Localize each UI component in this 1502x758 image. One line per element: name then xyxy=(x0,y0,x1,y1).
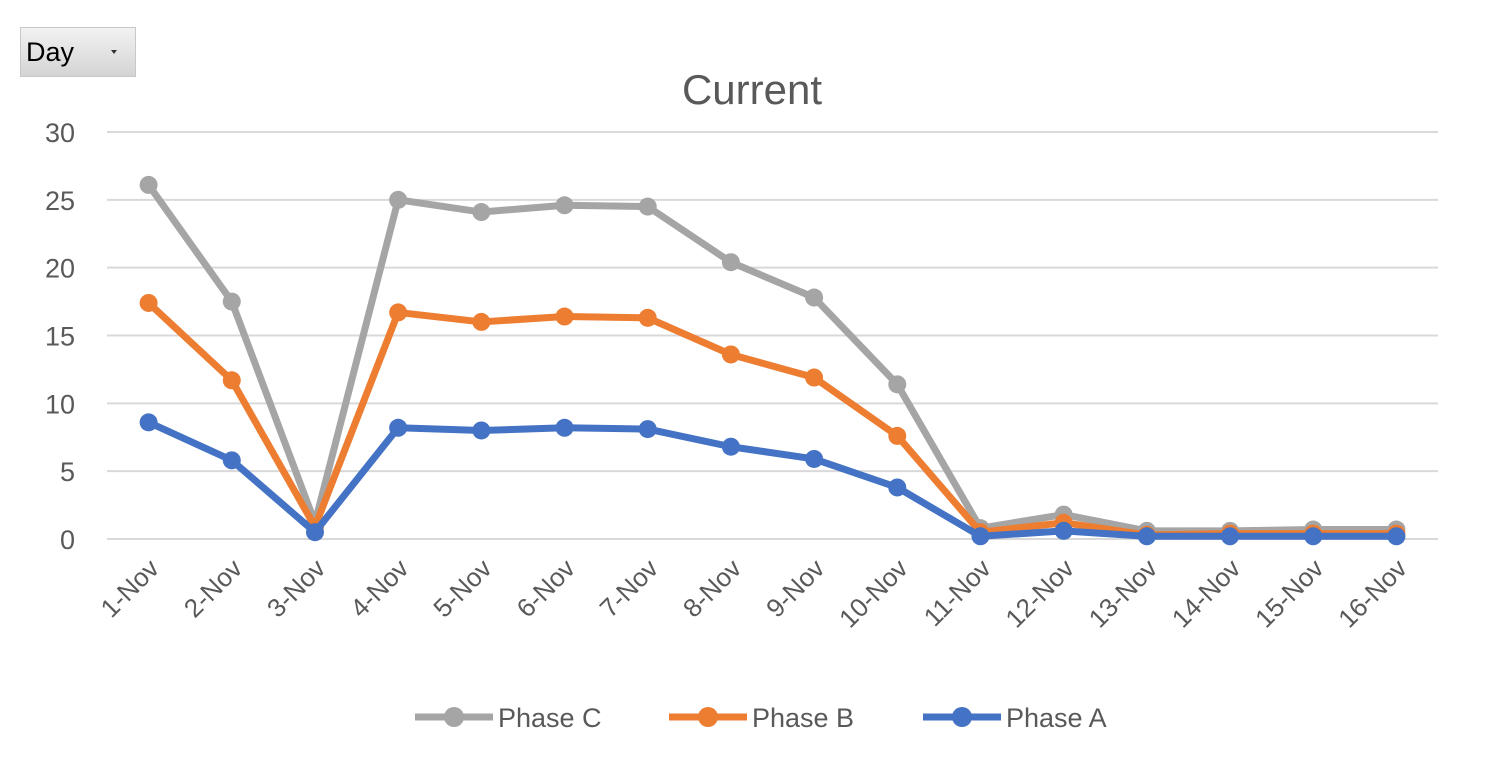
data-point xyxy=(222,451,241,470)
data-point xyxy=(888,375,907,394)
x-axis-labels: 1-Nov 2-Nov 3-Nov 4-Nov 5-Nov 6-Nov 7-Nov 8-Nov… xyxy=(95,553,1413,633)
data-point xyxy=(139,293,158,312)
data-point xyxy=(389,190,408,209)
legend-label: Phase A xyxy=(1006,703,1107,733)
legend: Phase C Phase B Phase A xyxy=(415,703,1107,733)
data-point xyxy=(888,478,907,497)
day-filter-label: Day xyxy=(26,36,75,67)
data-point xyxy=(971,527,990,546)
data-point xyxy=(888,426,907,445)
y-axis-labels: 0 5 10 15 20 25 30 xyxy=(45,118,75,555)
data-point xyxy=(222,371,241,390)
data-point xyxy=(305,523,324,542)
y-tick-label: 15 xyxy=(45,322,75,352)
x-tick-label: 14-Nov xyxy=(1166,553,1246,633)
y-tick-label: 25 xyxy=(45,186,75,216)
chart-title: Current xyxy=(682,66,822,113)
y-tick-label: 30 xyxy=(45,118,75,148)
data-point xyxy=(1054,521,1073,540)
x-tick-label: 5-Nov xyxy=(427,553,497,623)
data-point xyxy=(638,420,657,439)
x-tick-label: 11-Nov xyxy=(918,553,997,632)
x-tick-label: 6-Nov xyxy=(511,553,581,623)
data-point xyxy=(638,197,657,216)
data-point xyxy=(472,203,491,222)
data-point xyxy=(1304,527,1323,546)
data-point xyxy=(389,418,408,437)
y-tick-label: 0 xyxy=(60,525,75,555)
legend-item: Phase A xyxy=(923,703,1107,733)
legend-item: Phase B xyxy=(669,703,854,733)
series-line xyxy=(145,299,1400,539)
series-phase-b xyxy=(139,293,1406,544)
legend-marker xyxy=(698,707,718,727)
series-phase-a xyxy=(139,413,1406,546)
day-filter-button[interactable]: Day xyxy=(20,27,136,77)
data-point xyxy=(805,368,824,387)
x-tick-label: 1-Nov xyxy=(95,553,165,623)
legend-label: Phase B xyxy=(752,703,854,733)
data-point xyxy=(139,413,158,432)
data-point xyxy=(555,196,574,215)
y-tick-label: 5 xyxy=(60,457,75,487)
data-point xyxy=(721,345,740,364)
series-line xyxy=(145,418,1400,540)
data-point xyxy=(638,308,657,327)
x-tick-label: 12-Nov xyxy=(999,553,1079,633)
y-tick-label: 20 xyxy=(45,254,75,284)
legend-marker xyxy=(444,707,464,727)
x-tick-label: 16-Nov xyxy=(1332,553,1412,633)
data-point xyxy=(389,303,408,322)
gridlines xyxy=(107,131,1438,540)
data-point xyxy=(1221,527,1240,546)
data-point xyxy=(721,253,740,272)
x-tick-label: 3-Nov xyxy=(261,553,331,623)
x-tick-label: 4-Nov xyxy=(344,553,414,623)
x-tick-label: 9-Nov xyxy=(760,553,830,623)
x-tick-label: 13-Nov xyxy=(1083,553,1163,633)
data-point xyxy=(1387,527,1406,546)
data-point xyxy=(222,292,241,311)
data-point xyxy=(555,307,574,326)
data-point xyxy=(139,175,158,194)
legend-item: Phase C xyxy=(415,703,602,733)
x-tick-label: 15-Nov xyxy=(1249,553,1329,633)
series-lines xyxy=(139,175,1406,546)
data-point xyxy=(555,418,574,437)
data-point xyxy=(721,437,740,456)
data-point xyxy=(805,288,824,307)
chevron-down-icon[interactable] xyxy=(111,50,117,54)
data-point xyxy=(472,312,491,331)
data-point xyxy=(805,449,824,468)
y-tick-label: 10 xyxy=(45,389,75,419)
data-point xyxy=(1137,527,1156,546)
data-point xyxy=(472,421,491,440)
x-tick-label: 7-Nov xyxy=(594,553,664,623)
x-tick-label: 2-Nov xyxy=(178,553,248,623)
legend-label: Phase C xyxy=(498,703,602,733)
legend-marker xyxy=(952,707,972,727)
x-tick-label: 8-Nov xyxy=(677,553,747,623)
x-tick-label: 10-Nov xyxy=(833,553,913,633)
